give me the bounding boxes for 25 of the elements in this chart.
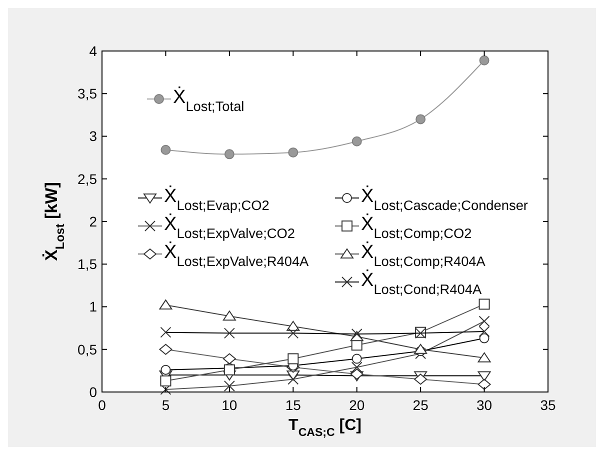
y-tick-label: 2 xyxy=(89,213,98,230)
y-tick-label: 1 xyxy=(89,298,98,315)
y-tick-label: 4 xyxy=(89,42,98,59)
legend-label: Ẋ$_{Lost;Evap;CO2}$ xyxy=(164,185,270,212)
y-tick-label: 0 xyxy=(89,384,98,400)
legend-label: Ẋ$_{Lost;ExpValve;R404A}$ xyxy=(164,241,310,268)
x-tick-label: 10 xyxy=(222,397,238,413)
x-tick-label: 35 xyxy=(540,397,556,413)
legend-label: Ẋ$_{Lost;Cond;R404A}$ xyxy=(361,269,482,296)
legend-label: Ẋ$_{Lost;ExpValve;CO2}$ xyxy=(164,213,295,240)
y-tick-label: 0,5 xyxy=(78,341,98,358)
y-tick-label: 2,5 xyxy=(78,170,98,187)
x-tick-label: 5 xyxy=(162,397,170,413)
y-tick-label: 1,5 xyxy=(78,256,98,272)
legend-label: Ẋ$_{Lost;Total}$ xyxy=(173,86,244,114)
y-tick-label: 3 xyxy=(89,128,98,144)
x-axis-title: T$_{CAS;C}$ [C] xyxy=(288,417,362,439)
legend-label: Ẋ$_{Lost;Comp;R404A}$ xyxy=(361,241,486,268)
y-tick-label: 3,5 xyxy=(78,86,98,102)
x-tick-label: 20 xyxy=(349,397,365,413)
legend-label: Ẋ$_{Lost;Cascade;Condenser}$ xyxy=(361,185,528,212)
x-tick-label: 30 xyxy=(476,397,492,413)
x-tick-label: 25 xyxy=(412,397,429,413)
legend-label: Ẋ$_{Lost;Comp;CO2}$ xyxy=(361,213,472,240)
x-tick-label: 15 xyxy=(285,397,302,413)
